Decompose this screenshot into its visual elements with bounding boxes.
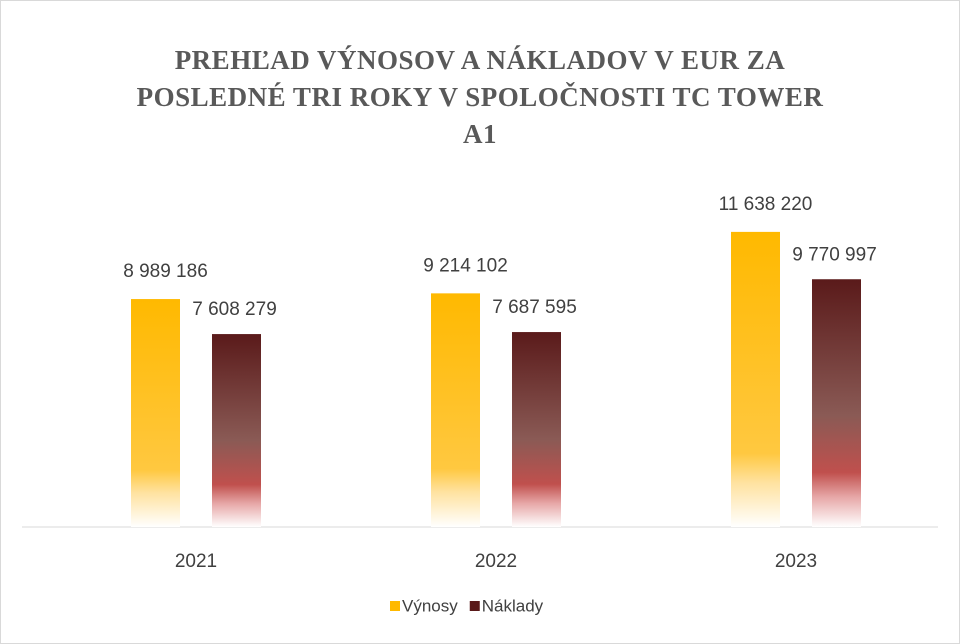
value-label: 7 608 279 [192,299,277,320]
bar [512,332,561,527]
legend: Výnosy [402,596,458,615]
bar [212,334,261,527]
legend: Náklady [482,596,544,615]
bar [812,279,861,527]
legend-swatch [390,601,400,611]
x-tick-label: 2022 [475,551,517,572]
x-tick-label: 2023 [775,551,817,572]
value-label: 9 214 102 [423,255,508,276]
value-label: 11 638 220 [719,194,813,215]
legend-swatch [469,601,480,611]
x-tick-label: 2021 [175,551,217,572]
bar [431,293,480,527]
bar [131,299,180,527]
value-label: 8 989 186 [123,261,208,282]
value-label: 9 770 997 [792,244,877,265]
value-label: 7 687 595 [492,297,577,318]
bar [731,231,780,527]
chart-title: PREHĽAD VÝNOSOV A NÁKLADOV V EUR ZA POSL… [136,45,824,149]
